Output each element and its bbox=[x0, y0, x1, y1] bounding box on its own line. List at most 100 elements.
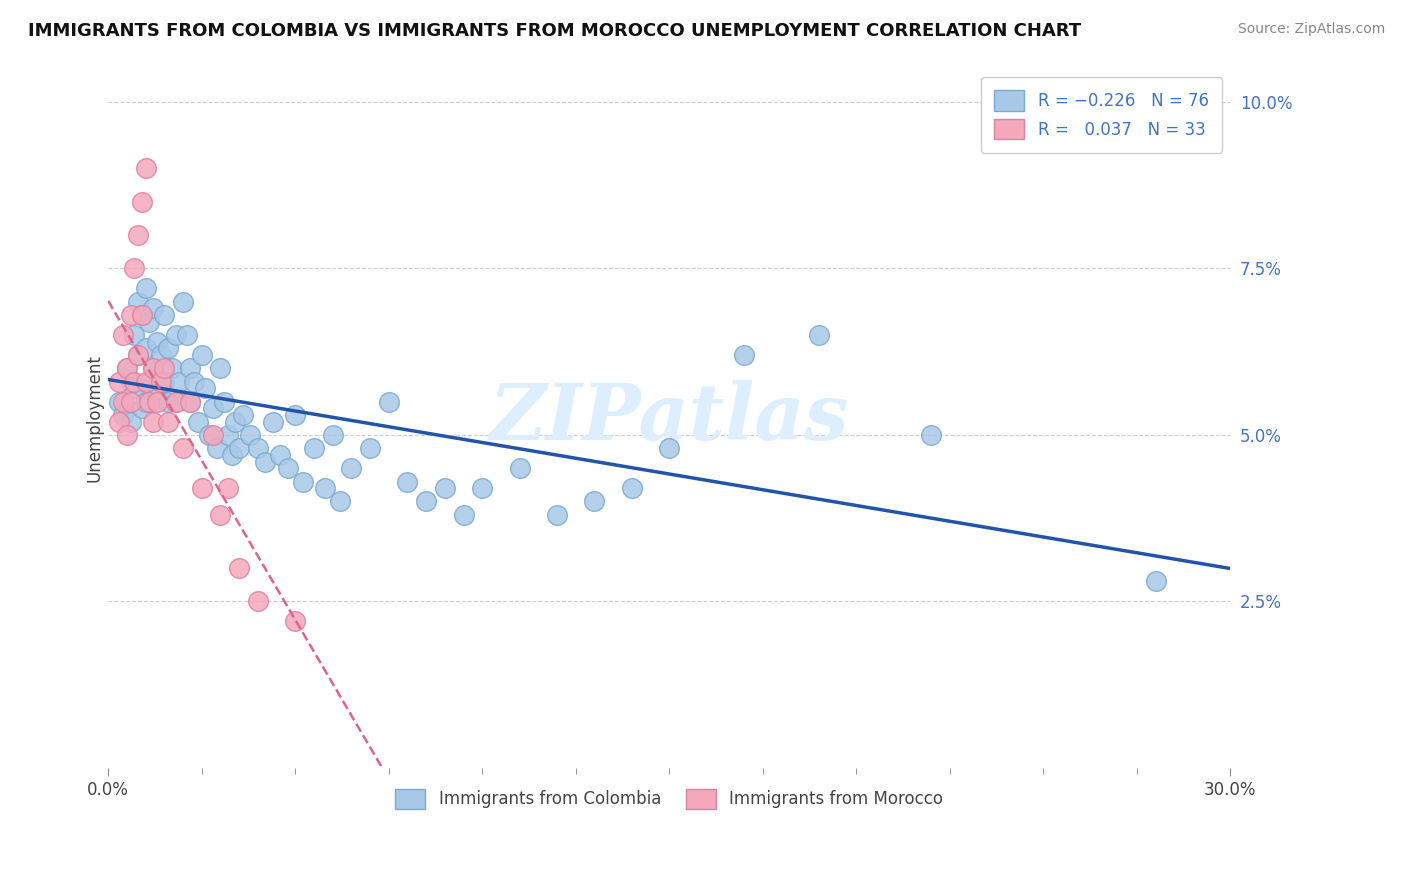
Point bbox=[471, 481, 494, 495]
Point bbox=[239, 428, 262, 442]
Point bbox=[329, 494, 352, 508]
Point bbox=[201, 428, 224, 442]
Point bbox=[179, 394, 201, 409]
Point bbox=[194, 381, 217, 395]
Point bbox=[165, 394, 187, 409]
Point bbox=[232, 408, 254, 422]
Y-axis label: Unemployment: Unemployment bbox=[86, 354, 103, 483]
Point bbox=[142, 415, 165, 429]
Point bbox=[396, 475, 419, 489]
Point bbox=[146, 394, 169, 409]
Point bbox=[138, 375, 160, 389]
Point bbox=[108, 394, 131, 409]
Point bbox=[115, 361, 138, 376]
Point bbox=[172, 441, 194, 455]
Point bbox=[157, 394, 180, 409]
Point bbox=[120, 308, 142, 322]
Point bbox=[183, 375, 205, 389]
Point bbox=[146, 388, 169, 402]
Point bbox=[165, 394, 187, 409]
Point bbox=[160, 361, 183, 376]
Point bbox=[212, 394, 235, 409]
Point bbox=[149, 375, 172, 389]
Point bbox=[127, 348, 149, 362]
Point bbox=[131, 308, 153, 322]
Point bbox=[314, 481, 336, 495]
Point bbox=[583, 494, 606, 508]
Point bbox=[142, 301, 165, 316]
Point bbox=[224, 415, 246, 429]
Point bbox=[415, 494, 437, 508]
Point bbox=[254, 454, 277, 468]
Point bbox=[302, 441, 325, 455]
Point bbox=[135, 394, 157, 409]
Point bbox=[190, 348, 212, 362]
Point bbox=[142, 361, 165, 376]
Point bbox=[153, 308, 176, 322]
Point bbox=[112, 394, 135, 409]
Point bbox=[262, 415, 284, 429]
Point bbox=[153, 375, 176, 389]
Point bbox=[179, 394, 201, 409]
Point bbox=[157, 415, 180, 429]
Point bbox=[127, 294, 149, 309]
Point bbox=[115, 361, 138, 376]
Point bbox=[269, 448, 291, 462]
Point bbox=[228, 441, 250, 455]
Point bbox=[120, 415, 142, 429]
Point bbox=[167, 375, 190, 389]
Point bbox=[157, 341, 180, 355]
Point bbox=[127, 228, 149, 243]
Text: IMMIGRANTS FROM COLOMBIA VS IMMIGRANTS FROM MOROCCO UNEMPLOYMENT CORRELATION CHA: IMMIGRANTS FROM COLOMBIA VS IMMIGRANTS F… bbox=[28, 22, 1081, 40]
Point bbox=[453, 508, 475, 522]
Point bbox=[112, 328, 135, 343]
Point bbox=[112, 408, 135, 422]
Point bbox=[217, 428, 239, 442]
Point bbox=[131, 194, 153, 209]
Point bbox=[340, 461, 363, 475]
Point bbox=[124, 375, 146, 389]
Point bbox=[124, 261, 146, 276]
Point bbox=[277, 461, 299, 475]
Point bbox=[187, 415, 209, 429]
Point bbox=[153, 361, 176, 376]
Point bbox=[198, 428, 221, 442]
Point bbox=[284, 615, 307, 629]
Point bbox=[920, 428, 942, 442]
Point bbox=[135, 281, 157, 295]
Point bbox=[165, 328, 187, 343]
Point bbox=[120, 375, 142, 389]
Point bbox=[127, 348, 149, 362]
Point bbox=[135, 341, 157, 355]
Point bbox=[138, 394, 160, 409]
Point bbox=[205, 441, 228, 455]
Point bbox=[291, 475, 314, 489]
Point bbox=[246, 441, 269, 455]
Point bbox=[284, 408, 307, 422]
Point bbox=[221, 448, 243, 462]
Point bbox=[124, 328, 146, 343]
Point bbox=[138, 315, 160, 329]
Point bbox=[135, 375, 157, 389]
Point bbox=[131, 401, 153, 416]
Point bbox=[546, 508, 568, 522]
Point bbox=[433, 481, 456, 495]
Point bbox=[149, 348, 172, 362]
Point bbox=[135, 161, 157, 176]
Point bbox=[359, 441, 381, 455]
Legend: Immigrants from Colombia, Immigrants from Morocco: Immigrants from Colombia, Immigrants fro… bbox=[388, 782, 950, 815]
Point bbox=[142, 361, 165, 376]
Point bbox=[217, 481, 239, 495]
Point bbox=[209, 508, 232, 522]
Point bbox=[209, 361, 232, 376]
Point bbox=[108, 415, 131, 429]
Point bbox=[322, 428, 344, 442]
Point bbox=[377, 394, 399, 409]
Point bbox=[172, 294, 194, 309]
Point bbox=[658, 441, 681, 455]
Point bbox=[108, 375, 131, 389]
Point bbox=[733, 348, 755, 362]
Point bbox=[509, 461, 531, 475]
Point bbox=[228, 561, 250, 575]
Point bbox=[124, 381, 146, 395]
